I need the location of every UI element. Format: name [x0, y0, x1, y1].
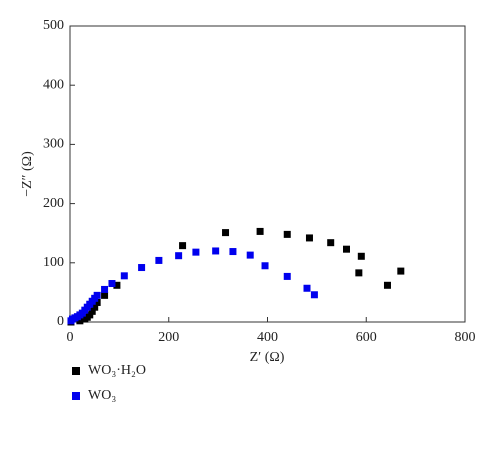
data-point	[327, 239, 335, 247]
y-tick-label: 400	[43, 77, 64, 92]
y-tick-label: 0	[57, 314, 64, 329]
data-point	[343, 245, 350, 253]
data-point	[303, 284, 311, 292]
data-point	[397, 267, 405, 275]
data-point	[86, 311, 94, 319]
data-point	[229, 248, 237, 256]
data-point	[175, 252, 183, 260]
x-tick-label: 200	[158, 330, 179, 345]
data-point	[88, 307, 96, 315]
y-tick-label: 200	[43, 196, 64, 211]
data-point	[246, 251, 254, 259]
data-point	[310, 291, 318, 299]
data-point	[93, 291, 101, 299]
data-point	[383, 281, 391, 289]
data-point	[101, 291, 109, 299]
y-tick-label: 100	[43, 255, 64, 270]
data-point	[108, 280, 116, 288]
data-point	[256, 227, 264, 235]
data-point	[222, 229, 230, 237]
legend-swatch	[72, 367, 80, 375]
data-point	[120, 272, 128, 280]
data-point	[93, 298, 101, 306]
x-tick-label: 600	[356, 330, 377, 345]
x-tick-label: 400	[257, 330, 278, 345]
x-tick-label: 0	[67, 330, 74, 345]
data-point	[101, 285, 109, 293]
data-point	[179, 242, 187, 250]
legend-swatch	[72, 392, 80, 400]
data-point	[355, 269, 363, 277]
data-point	[357, 252, 365, 260]
data-point	[192, 248, 200, 256]
data-point	[138, 264, 146, 272]
y-axis-label: −Z″ (Ω)	[20, 151, 35, 197]
data-point	[76, 317, 84, 325]
data-point	[283, 230, 291, 238]
x-axis-label: Z′ (Ω)	[250, 350, 285, 365]
y-tick-label: 300	[43, 137, 64, 152]
data-point	[283, 272, 291, 280]
data-point	[305, 234, 313, 242]
data-point	[261, 262, 269, 270]
legend-label: WO₃·H₂O	[88, 363, 146, 378]
x-tick-label: 800	[455, 330, 476, 345]
plot-frame	[69, 25, 466, 323]
data-point	[155, 256, 163, 264]
data-point	[113, 281, 121, 289]
data-point	[91, 303, 99, 311]
data-point	[212, 247, 220, 255]
legend-label: WO₃	[88, 388, 116, 403]
y-tick-label: 500	[43, 18, 64, 33]
